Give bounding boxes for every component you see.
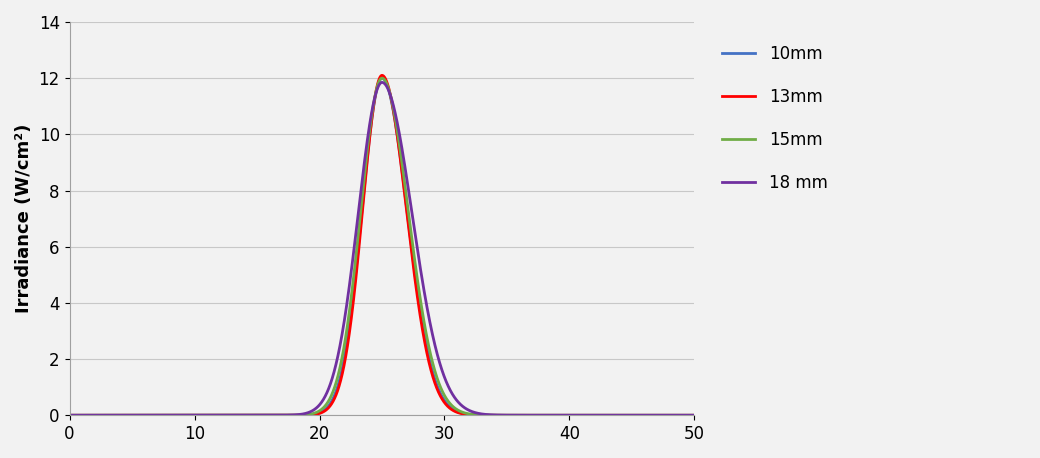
10mm xyxy=(375,76,388,81)
10mm xyxy=(177,413,189,418)
10mm xyxy=(577,413,590,418)
Legend: 10mm, 13mm, 15mm, 18 mm: 10mm, 13mm, 15mm, 18 mm xyxy=(716,38,834,198)
18 mm xyxy=(529,413,542,418)
18 mm xyxy=(375,80,388,85)
18 mm xyxy=(577,413,590,418)
Line: 10mm: 10mm xyxy=(70,78,695,415)
18 mm xyxy=(177,413,189,418)
13mm xyxy=(529,413,542,418)
18 mm xyxy=(302,410,314,415)
10mm xyxy=(302,412,314,418)
10mm xyxy=(688,413,701,418)
13mm xyxy=(177,413,189,418)
15mm xyxy=(688,413,701,418)
18 mm xyxy=(63,413,76,418)
15mm xyxy=(177,413,189,418)
15mm xyxy=(577,413,590,418)
15mm xyxy=(470,412,483,418)
15mm xyxy=(63,413,76,418)
13mm xyxy=(577,413,590,418)
15mm xyxy=(438,393,450,398)
13mm xyxy=(375,73,388,78)
13mm xyxy=(63,413,76,418)
10mm xyxy=(470,412,483,418)
18 mm xyxy=(470,410,483,415)
Line: 15mm: 15mm xyxy=(70,78,695,415)
13mm xyxy=(688,413,701,418)
15mm xyxy=(375,76,388,81)
18 mm xyxy=(438,374,450,380)
15mm xyxy=(302,412,314,417)
13mm xyxy=(302,412,314,418)
Y-axis label: Irradiance (W/cm²): Irradiance (W/cm²) xyxy=(15,124,33,313)
10mm xyxy=(438,398,450,403)
Line: 13mm: 13mm xyxy=(70,76,695,415)
Line: 18 mm: 18 mm xyxy=(70,82,695,415)
15mm xyxy=(529,413,542,418)
10mm xyxy=(529,413,542,418)
13mm xyxy=(470,412,483,418)
10mm xyxy=(63,413,76,418)
18 mm xyxy=(688,413,701,418)
13mm xyxy=(438,400,450,405)
